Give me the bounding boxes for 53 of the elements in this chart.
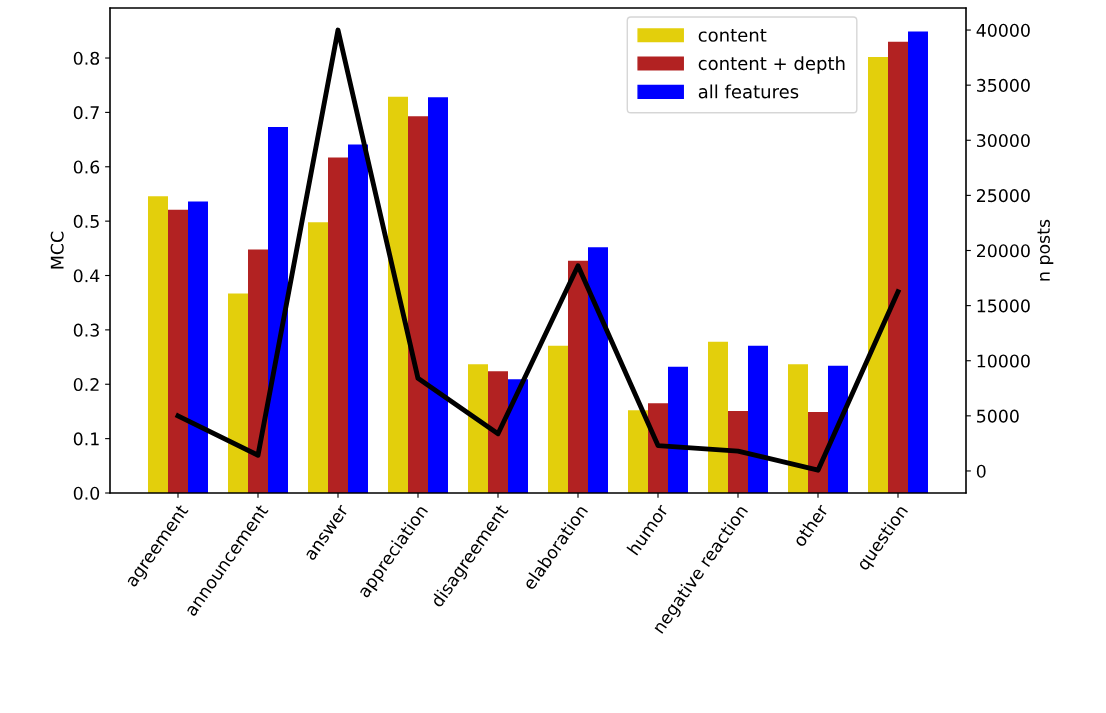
y2-tick-label: 40000 xyxy=(976,23,1030,37)
y2-tick-label: 0 xyxy=(976,464,986,478)
bar xyxy=(168,209,188,493)
bar xyxy=(348,144,368,493)
y-tick-label: 0.1 xyxy=(73,432,99,446)
bar xyxy=(228,293,248,493)
bar xyxy=(508,379,528,493)
y2-tick-label: 25000 xyxy=(976,189,1030,203)
y2-tick-label: 20000 xyxy=(976,244,1030,258)
bar xyxy=(888,41,908,493)
y-tick-label: 0.2 xyxy=(73,377,99,392)
bar xyxy=(788,364,808,493)
bar xyxy=(648,403,668,493)
y2-tick-label: 5000 xyxy=(977,409,1019,423)
bar xyxy=(468,364,488,493)
y-axis-title: MCC xyxy=(50,231,64,269)
y-tick-label: 0.4 xyxy=(73,269,100,283)
bar xyxy=(148,196,168,493)
line-series xyxy=(175,27,901,473)
bar xyxy=(868,56,888,493)
bar xyxy=(428,97,448,493)
bar xyxy=(908,31,928,493)
bar xyxy=(628,410,648,493)
y2-tick-label: 35000 xyxy=(977,78,1030,92)
bar xyxy=(668,366,688,493)
legend-label: content xyxy=(698,28,767,42)
bar xyxy=(568,260,588,493)
y-tick-label: 0.5 xyxy=(73,214,99,228)
bar xyxy=(408,116,428,493)
bar xyxy=(548,345,568,493)
y2-tick-label: 10000 xyxy=(977,354,1030,368)
bar xyxy=(188,201,208,493)
legend-label: content + depth xyxy=(698,56,845,74)
bar xyxy=(328,157,348,493)
bar xyxy=(388,96,408,493)
y-tick-label: 0.8 xyxy=(73,51,100,65)
y2-tick-label: 15000 xyxy=(977,299,1030,313)
y-tick-label: 0.7 xyxy=(73,106,99,120)
bar xyxy=(308,222,328,493)
y-tick-label: 0.3 xyxy=(73,323,99,337)
legend-label: all features xyxy=(698,84,799,99)
y2-tick-label: 30000 xyxy=(977,133,1030,148)
bar xyxy=(588,247,608,493)
y2-axis-title: n posts xyxy=(1037,219,1054,281)
bar xyxy=(488,371,508,493)
bar xyxy=(248,249,268,493)
bar xyxy=(728,410,748,493)
bar xyxy=(708,341,728,493)
y-tick-label: 0.6 xyxy=(73,160,100,174)
y-tick-label: 0.0 xyxy=(73,486,100,500)
bar xyxy=(268,127,288,493)
bar xyxy=(748,345,768,493)
bar xyxy=(828,365,848,493)
